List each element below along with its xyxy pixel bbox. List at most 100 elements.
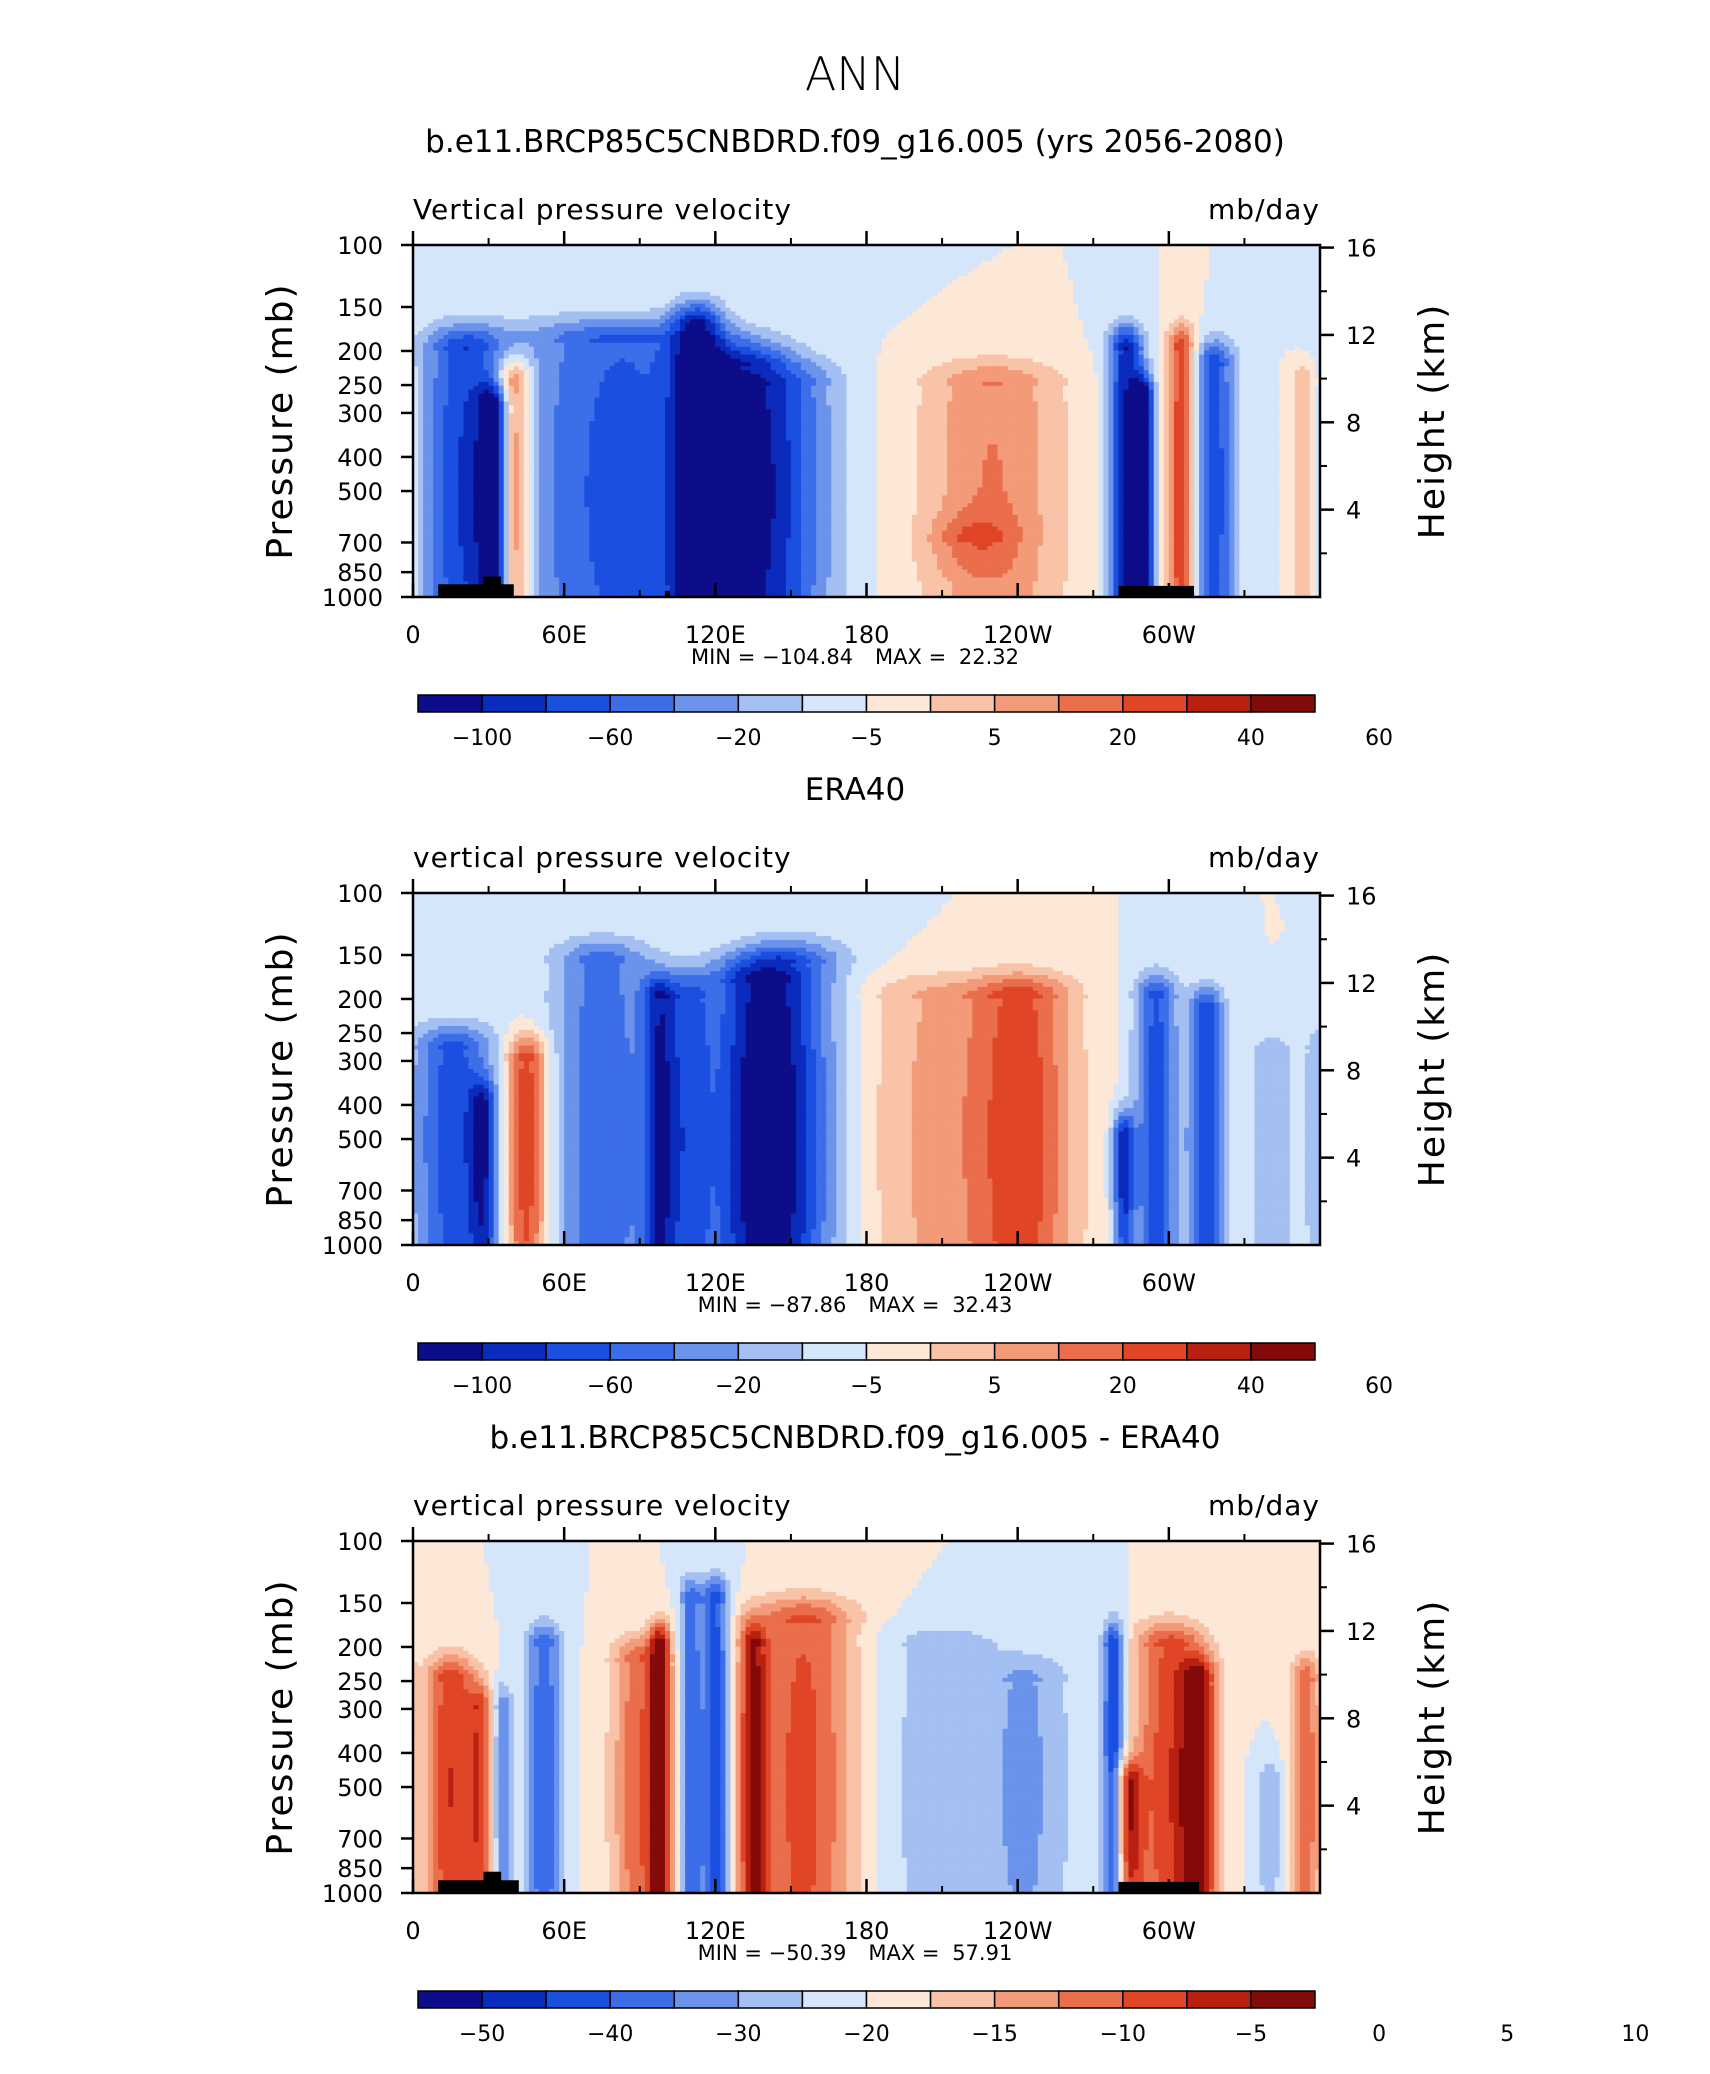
contour-cell	[811, 260, 817, 266]
contour-cell	[1078, 350, 1084, 356]
contour-cell	[997, 319, 1004, 324]
contour-cell	[826, 252, 832, 258]
contour-cell	[574, 342, 580, 348]
contour-cell	[901, 319, 908, 324]
contour-cell	[826, 331, 832, 336]
contour-cell	[911, 323, 918, 328]
contour-cell	[821, 334, 827, 340]
contour-cell	[1299, 252, 1306, 258]
contour-cell	[1204, 327, 1210, 332]
contour-cell	[433, 350, 439, 356]
contour-cell	[518, 256, 525, 262]
contour-cell	[690, 331, 696, 336]
contour-cell	[559, 280, 565, 285]
contour-cell	[841, 307, 847, 313]
contour-cell	[836, 350, 842, 356]
contour-cell	[533, 248, 540, 254]
contour-cell	[1309, 323, 1316, 328]
contour-cell	[972, 268, 978, 273]
contour-cell	[1158, 311, 1165, 316]
contour-cell	[836, 284, 842, 289]
contour-cell	[609, 260, 616, 266]
contour-cell	[1224, 252, 1230, 258]
contour-cell	[705, 291, 711, 297]
contour-cell	[513, 331, 520, 336]
contour-cell	[856, 280, 863, 285]
contour-cell	[664, 268, 671, 273]
contour-cell	[594, 327, 601, 332]
contour-cell	[453, 291, 459, 297]
contour-cell	[1153, 346, 1160, 352]
contour-cell	[700, 272, 706, 277]
contour-cell	[901, 350, 908, 356]
contour-cell	[433, 256, 439, 262]
contour-cell	[932, 334, 938, 340]
contour-cell	[1239, 346, 1246, 352]
contour-cell	[1269, 284, 1276, 289]
contour-cell	[1032, 264, 1039, 270]
contour-cell	[856, 334, 863, 340]
contour-cell	[664, 338, 671, 344]
contour-cell	[906, 268, 913, 273]
contour-cell	[1098, 334, 1104, 340]
contour-cell	[881, 276, 888, 281]
contour-cell	[513, 252, 520, 258]
contour-cell	[952, 307, 958, 313]
contour-cell	[1244, 284, 1251, 289]
contour-cell	[780, 276, 787, 281]
contour-cell	[826, 268, 832, 273]
contour-cell	[574, 350, 580, 356]
contour-cell	[695, 323, 701, 328]
contour-cell	[533, 342, 540, 348]
contour-cell	[604, 299, 611, 305]
contour-cell	[609, 334, 616, 340]
contour-cell	[599, 311, 606, 316]
contour-cell	[664, 303, 671, 309]
contour-cell	[538, 346, 545, 352]
contour-cell	[1188, 248, 1195, 254]
contour-cell	[513, 338, 520, 344]
contour-cell	[569, 284, 575, 289]
contour-cell	[1042, 280, 1049, 285]
contour-cell	[906, 264, 913, 270]
contour-cell	[901, 280, 908, 285]
contour-cell	[1239, 280, 1246, 285]
contour-cell	[564, 284, 570, 289]
contour-cell	[629, 268, 636, 273]
contour-cell	[775, 252, 782, 258]
contour-cell	[1088, 334, 1094, 340]
contour-cell	[982, 268, 989, 273]
contour-cell	[458, 303, 464, 309]
contour-cell	[690, 272, 696, 277]
contour-cell	[720, 295, 727, 301]
contour-cell	[589, 334, 595, 340]
contour-cell	[1007, 319, 1014, 324]
contour-cell	[1254, 327, 1261, 332]
contour-cell	[589, 311, 595, 316]
contour-cell	[1103, 284, 1109, 289]
contour-cell	[1239, 319, 1246, 324]
contour-cell	[952, 327, 958, 332]
contour-cell	[876, 276, 883, 281]
contour-cell	[1012, 350, 1019, 356]
contour-cell	[1259, 311, 1266, 316]
contour-cell	[503, 342, 510, 348]
contour-cell	[826, 315, 832, 320]
contour-cell	[1012, 319, 1019, 324]
contour-cell	[634, 288, 641, 293]
contour-cell	[1294, 260, 1301, 266]
contour-cell	[574, 291, 580, 297]
contour-cell	[891, 323, 898, 328]
contour-cell	[1153, 284, 1160, 289]
contour-cell	[1108, 284, 1115, 289]
contour-cell	[1299, 342, 1306, 348]
contour-cell	[579, 280, 585, 285]
contour-cell	[518, 264, 525, 270]
contour-cell	[513, 245, 520, 250]
contour-cell	[760, 299, 767, 305]
contour-cell	[1158, 252, 1165, 258]
contour-cell	[1214, 342, 1220, 348]
contour-cell	[649, 268, 656, 273]
contour-cell	[438, 299, 444, 305]
contour-cell	[1002, 319, 1009, 324]
